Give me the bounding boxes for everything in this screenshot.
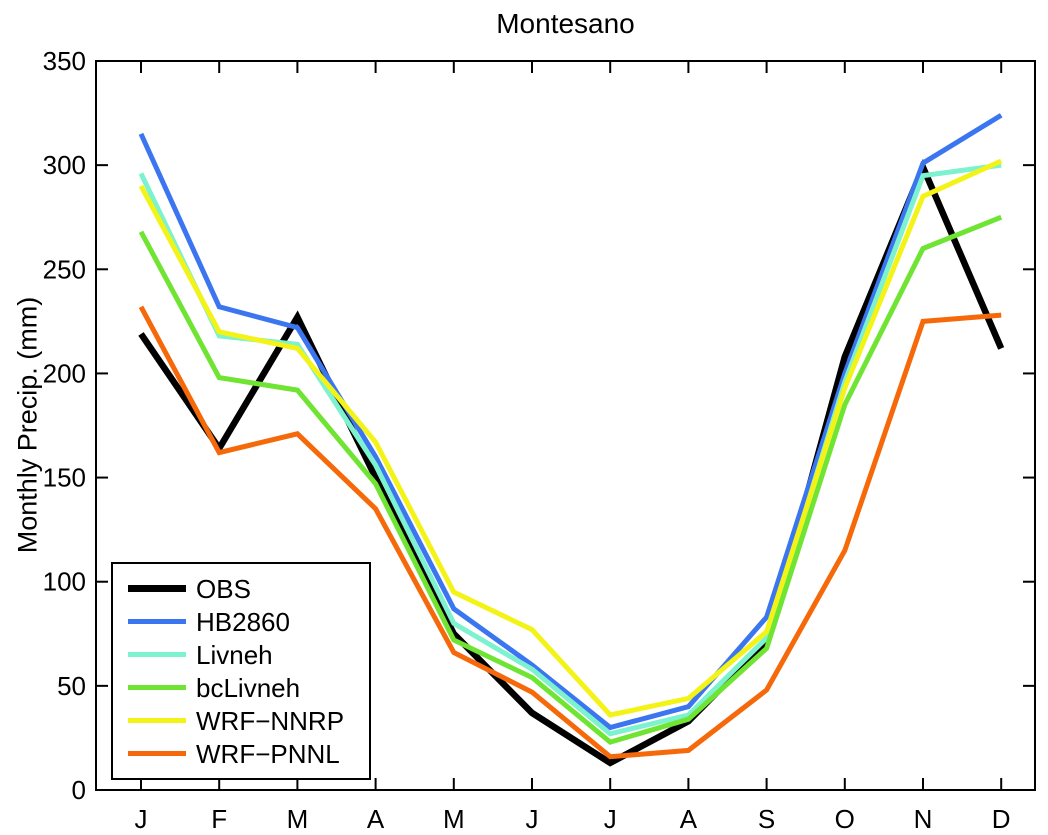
legend-line-swatch	[128, 751, 186, 756]
x-tick-label: A	[367, 804, 385, 834]
x-tick-label: M	[443, 804, 465, 834]
x-tick-label: F	[211, 804, 227, 834]
x-tick-label: S	[758, 804, 775, 834]
y-tick-label: 150	[43, 463, 86, 493]
series-line-hb2860	[138, 113, 1003, 731]
y-tick-label: 250	[43, 254, 86, 284]
legend-label: bcLivneh	[196, 672, 301, 703]
legend-item: HB2860	[113, 605, 369, 638]
legend-line-swatch	[128, 685, 186, 690]
y-tick-label: 0	[72, 775, 86, 805]
y-tick-label: 300	[43, 150, 86, 180]
x-tick-label: O	[835, 804, 855, 834]
x-tick-label: J	[135, 804, 148, 834]
legend-line-swatch	[128, 652, 186, 657]
legend-item: WRF−NNRP	[113, 704, 369, 737]
series-line-livneh	[138, 162, 1002, 737]
y-tick-label: 100	[43, 567, 86, 597]
legend-item: WRF−PNNL	[113, 737, 369, 770]
legend-item: bcLivneh	[113, 671, 369, 704]
legend-label: Livneh	[196, 639, 273, 670]
legend-line-swatch	[128, 718, 186, 723]
legend-line-swatch	[128, 585, 186, 592]
y-tick-label: 350	[43, 46, 86, 76]
legend-label: WRF−NNRP	[196, 705, 345, 736]
x-tick-label: N	[914, 804, 933, 834]
legend-line-swatch	[128, 619, 186, 624]
x-tick-label: D	[992, 804, 1011, 834]
legend: OBS HB2860 Livneh bcLivneh WRF−NNRP WRF−PNNL	[111, 562, 371, 780]
series-line-bclivneh	[138, 214, 1003, 745]
x-tick-label: J	[526, 804, 539, 834]
x-tick-label: A	[680, 804, 698, 834]
axis-box	[95, 60, 1036, 791]
legend-item: OBS	[113, 572, 369, 605]
chart-title: Montesano	[496, 8, 635, 39]
legend-label: OBS	[196, 573, 251, 604]
legend-item: Livneh	[113, 638, 369, 671]
x-tick-label: J	[604, 804, 617, 834]
series-line-wrf-nnrp	[138, 158, 1003, 718]
y-tick-label: 50	[57, 671, 86, 701]
x-tick-label: M	[287, 804, 309, 834]
y-tick-label: 200	[43, 358, 86, 388]
legend-label: HB2860	[196, 606, 290, 637]
legend-label: WRF−PNNL	[196, 738, 340, 769]
series-line-obs	[138, 158, 1005, 767]
series-line-wrf-pnnl	[138, 305, 1002, 760]
